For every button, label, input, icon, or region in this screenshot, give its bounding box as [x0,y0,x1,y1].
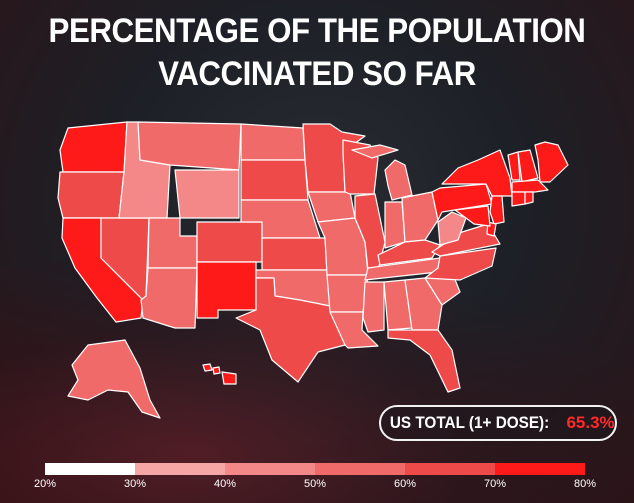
legend-swatch-3 [315,463,405,475]
state-ct [511,191,526,207]
state-md [454,205,491,227]
state-mi [351,144,413,201]
state-co [196,221,263,263]
state-ut [147,217,198,269]
state-wa [59,121,128,173]
state-oh [401,191,439,243]
state-sd [240,159,309,201]
legend-tick-label: 70% [483,478,507,490]
state-in [384,201,406,249]
state-wy [174,169,240,219]
state-ar [326,274,369,313]
us-total-value: 65.3% [566,413,615,432]
state-ak [67,339,161,419]
state-wv [437,211,467,246]
us-total-label: US TOTAL (1+ DOSE): [390,413,550,432]
state-hi [202,363,237,385]
legend-tick-label: 30% [123,478,147,490]
legend-swatch-4 [405,463,495,475]
legend-tick-label: 60% [393,478,417,490]
state-nd [240,123,306,161]
legend-swatch-1 [135,463,225,475]
state-me [534,141,569,183]
legend-ticks: 20% 30% 40% 50% 60% 70% 80% [0,478,634,494]
state-vt [507,151,521,181]
state-ny [441,149,513,197]
color-legend [45,463,585,475]
page-title-line2: VACCINATED SO FAR [158,55,476,93]
state-ks [261,237,328,271]
state-mt [137,121,242,171]
state-fl [387,329,461,393]
legend-tick-label: 50% [303,478,327,490]
state-ms [362,281,385,333]
legend-swatch-0 [45,463,135,475]
legend-swatch-5 [495,463,585,475]
legend-tick-label: 80% [573,478,597,490]
us-total-badge: US TOTAL (1+ DOSE): 65.3% [379,405,617,441]
state-ma [511,179,549,193]
legend-swatch-2 [225,463,315,475]
legend-tick-label: 40% [213,478,237,490]
state-nh [517,149,539,183]
page-title-line1: PERCENTAGE OF THE POPULATION [48,12,586,50]
state-nm [196,261,257,319]
state-or [57,171,125,219]
state-ri [524,191,534,205]
legend-tick-label: 20% [33,478,57,490]
state-tx [235,277,346,383]
state-ia [307,191,356,223]
state-nj [489,195,505,225]
state-az [140,267,198,329]
